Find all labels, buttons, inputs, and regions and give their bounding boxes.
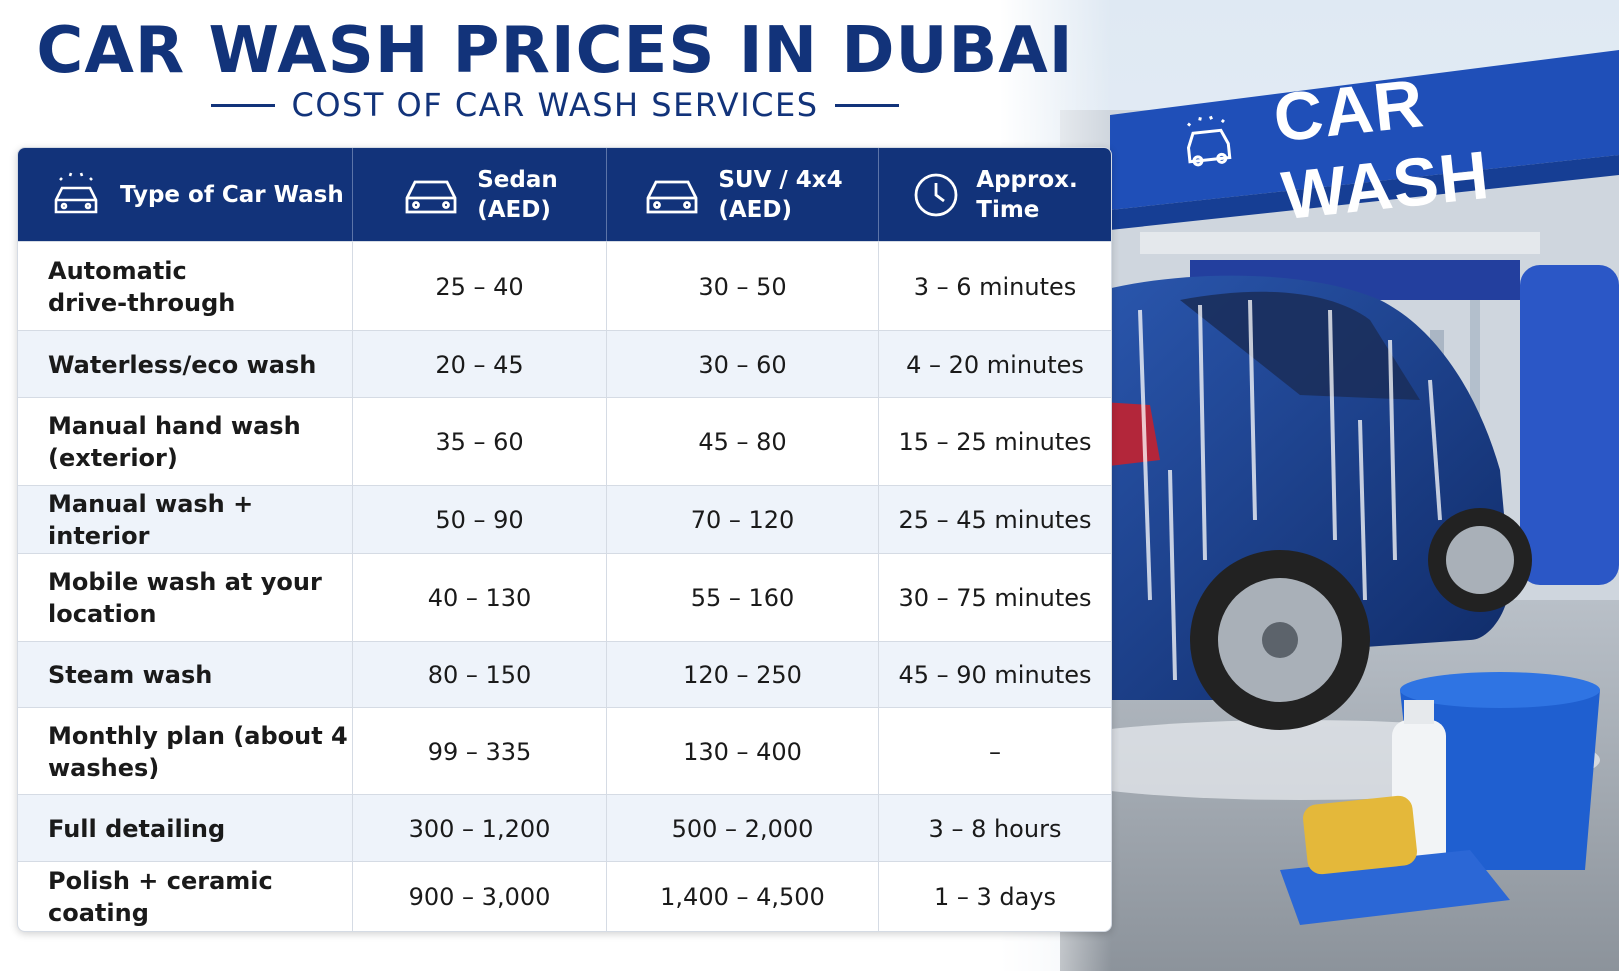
column-header-sedan-line2: (AED)	[477, 196, 551, 223]
row-type-cell: Manual hand wash (exterior)	[18, 398, 353, 486]
clock-icon	[914, 173, 958, 216]
column-header-sedan: Sedan (AED)	[353, 148, 607, 241]
column-header-suv: SUV / 4x4 (AED)	[607, 148, 879, 241]
row-suv-price: 130 – 400	[607, 708, 879, 795]
car-icon	[646, 180, 698, 213]
price-table: Type of Car Wash Sedan (AED)	[17, 147, 1112, 932]
row-type-cell: Automatic drive-through	[18, 242, 353, 331]
row-sedan-price: 20 – 45	[353, 331, 607, 398]
row-type-cell: Polish + ceramic coating	[18, 862, 353, 931]
row-type-cell: Monthly plan (about 4 washes)	[18, 708, 353, 795]
row-time: 25 – 45 minutes	[898, 506, 1092, 534]
column-header-suv-line1: SUV / 4x4	[718, 166, 843, 193]
table-row: Full detailing 300 – 1,200 500 – 2,000 3…	[18, 794, 1111, 862]
table-row: Manual hand wash (exterior) 35 – 60 45 – …	[18, 397, 1111, 486]
row-time: 45 – 90 minutes	[898, 661, 1092, 689]
row-suv-price: 120 – 250	[607, 642, 879, 708]
row-type-cell: Mobile wash at your location	[18, 554, 353, 642]
row-suv-price: 500 – 2,000	[607, 795, 879, 862]
column-header-time: Approx. Time	[879, 148, 1111, 241]
row-suv-price: 30 – 50	[607, 242, 879, 331]
column-header-time-line1: Approx.	[976, 166, 1078, 193]
row-time: 3 – 6 minutes	[913, 272, 1077, 301]
row-sedan-price: 35 – 60	[353, 398, 607, 486]
row-type-cell: Manual wash + interior	[18, 486, 353, 554]
row-suv-price: 55 – 160	[607, 554, 879, 642]
row-suv-price: 30 – 60	[607, 331, 879, 398]
row-type-cell: Full detailing	[18, 795, 353, 862]
car-wash-icon	[54, 172, 98, 213]
row-sedan-price: 50 – 90	[353, 486, 607, 554]
row-suv-price: 1,400 – 4,500	[607, 862, 879, 931]
column-header-time-line2: Time	[976, 196, 1040, 223]
row-sedan-price: 40 – 130	[353, 554, 607, 642]
row-sedan-price: 25 – 40	[353, 242, 607, 331]
column-header-sedan-line1: Sedan	[477, 166, 558, 193]
subtitle-right-rule	[834, 103, 899, 107]
column-header-suv-line2: (AED)	[718, 196, 792, 223]
subtitle-left-rule	[211, 103, 276, 107]
table-row: Polish + ceramic coating 900 – 3,000 1,4…	[18, 861, 1111, 931]
row-time: 15 – 25 minutes	[898, 428, 1092, 456]
table-row: Manual wash + interior 50 – 90 70 – 120 …	[18, 485, 1111, 554]
page-title: CAR WASH PRICES IN DUBAI	[36, 14, 1074, 88]
table-row: Automatic drive-through 25 – 40 30 – 50 3…	[18, 241, 1111, 331]
row-time: 4 – 20 minutes	[906, 350, 1084, 379]
car-wash-photo: CAR WASH	[1000, 0, 1619, 971]
row-time: 1 – 3 days	[933, 883, 1057, 911]
table-row: Monthly plan (about 4 washes) 99 – 335 13…	[18, 707, 1111, 795]
row-sedan-price: 900 – 3,000	[353, 862, 607, 931]
table-header-row: Type of Car Wash Sedan (AED)	[18, 148, 1111, 241]
row-time: 30 – 75 minutes	[898, 584, 1092, 612]
subtitle-row: COST OF CAR WASH SERVICES	[0, 86, 1110, 124]
row-suv-price: 45 – 80	[607, 398, 879, 486]
table-row: Steam wash 80 – 150 120 – 250 45 – 90 mi…	[18, 641, 1111, 708]
column-header-type: Type of Car Wash	[18, 148, 353, 241]
car-icon	[405, 180, 457, 213]
column-header-type-label: Type of Car Wash	[120, 181, 344, 208]
car-wash-scene-illustration	[1000, 0, 1619, 971]
row-time: –	[989, 737, 1001, 766]
row-sedan-price: 300 – 1,200	[353, 795, 607, 862]
row-type-cell: Waterless/eco wash	[18, 331, 353, 398]
row-sedan-price: 99 – 335	[353, 708, 607, 795]
row-type-cell: Steam wash	[18, 642, 353, 708]
row-suv-price: 70 – 120	[607, 486, 879, 554]
table-row: Mobile wash at your location 40 – 130 55 …	[18, 553, 1111, 642]
table-row: Waterless/eco wash 20 – 45 30 – 60 4 – 2…	[18, 330, 1111, 398]
page-subtitle: COST OF CAR WASH SERVICES	[291, 86, 819, 124]
row-sedan-price: 80 – 150	[353, 642, 607, 708]
row-time: 3 – 8 hours	[928, 814, 1062, 843]
